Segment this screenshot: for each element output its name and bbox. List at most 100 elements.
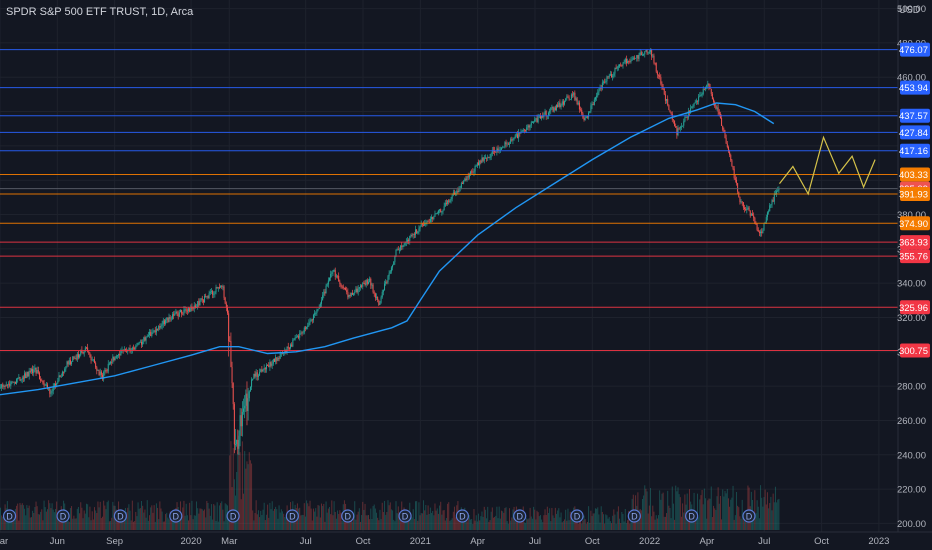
- candle-body: [311, 319, 313, 321]
- volume-bar: [664, 516, 666, 530]
- candle-body: [518, 132, 520, 139]
- candle-body: [442, 210, 444, 212]
- candle-body: [508, 143, 510, 145]
- candle-body: [403, 244, 405, 246]
- volume-bar: [705, 498, 707, 530]
- volume-bar: [467, 513, 469, 530]
- candle-body: [687, 111, 689, 118]
- candle-body: [480, 160, 482, 163]
- candle-body: [240, 415, 242, 427]
- candle-body: [186, 310, 188, 312]
- volume-bar: [449, 520, 451, 530]
- dividend-marker: [341, 509, 355, 523]
- volume-bar: [588, 506, 590, 530]
- volume-bar: [620, 523, 622, 530]
- dividend-marker: [226, 509, 240, 523]
- candle-body: [549, 110, 551, 113]
- volume-bar: [645, 488, 647, 530]
- volume-bar: [80, 502, 82, 530]
- candle-body: [682, 125, 684, 127]
- volume-bar: [639, 509, 641, 530]
- volume-bar: [149, 515, 151, 530]
- volume-bar: [531, 518, 533, 530]
- x-tick-label: Oct: [585, 536, 600, 547]
- volume-bar: [648, 505, 650, 530]
- candle-body: [364, 283, 366, 286]
- volume-bar: [402, 519, 404, 530]
- volume-bar: [687, 516, 689, 530]
- candle-body: [414, 229, 416, 235]
- dividend-marker-label: D: [516, 512, 523, 522]
- candle-body: [742, 202, 744, 208]
- volume-bar: [223, 521, 225, 530]
- volume-bar: [166, 512, 168, 530]
- candle-body: [324, 291, 326, 294]
- candle-body: [315, 313, 317, 314]
- candle-body: [235, 444, 237, 445]
- volume-bar: [659, 490, 661, 530]
- volume-bar: [346, 515, 348, 530]
- volume-bar: [325, 501, 327, 530]
- candle-body: [491, 150, 493, 154]
- volume-bar: [128, 504, 130, 530]
- volume-bar: [3, 517, 5, 530]
- candle-body: [439, 209, 441, 211]
- volume-bar: [670, 518, 672, 530]
- candle-body: [692, 105, 694, 107]
- candle-body: [44, 384, 46, 386]
- candle-body: [702, 88, 704, 94]
- candle-body: [246, 393, 248, 411]
- candle-body: [53, 383, 55, 387]
- volume-bar: [75, 518, 77, 530]
- candle-body: [316, 309, 318, 314]
- candle-body: [43, 383, 45, 386]
- volume-bar: [549, 508, 551, 530]
- candle-body: [734, 178, 736, 180]
- dividend-marker-label: D: [289, 512, 296, 522]
- volume-bar: [396, 513, 398, 530]
- candle-body: [621, 65, 623, 66]
- candle-body: [226, 307, 228, 314]
- dividend-marker-label: D: [631, 512, 638, 522]
- candle-body: [309, 321, 311, 323]
- volume-bar: [581, 523, 583, 530]
- candle-body: [215, 287, 217, 293]
- volume-bar: [441, 514, 443, 530]
- candle-body: [503, 146, 505, 148]
- candle-body: [12, 381, 14, 383]
- volume-bar: [361, 515, 363, 530]
- candle-body: [147, 335, 149, 336]
- candle-body: [272, 359, 274, 364]
- volume-bar: [38, 514, 40, 530]
- volume-bar: [307, 503, 309, 530]
- volume-bar: [158, 519, 160, 530]
- dividend-marker-label: D: [60, 512, 67, 522]
- dividend-marker: [513, 509, 527, 523]
- candle-body: [14, 382, 16, 384]
- volume-bar: [373, 504, 375, 530]
- candle-body: [256, 372, 258, 377]
- candle-body: [116, 355, 118, 357]
- volume-bar: [130, 520, 132, 530]
- volume-bar: [134, 521, 136, 530]
- candle-body: [153, 330, 155, 332]
- candle-body: [4, 386, 6, 387]
- volume-bar: [90, 520, 92, 530]
- candle-body: [739, 196, 741, 203]
- candle-body: [584, 118, 586, 121]
- volume-bar: [252, 510, 254, 530]
- volume-bar: [249, 460, 251, 530]
- dividend-marker-label: D: [459, 512, 466, 522]
- candle-body: [497, 148, 499, 151]
- volume-bar: [237, 443, 239, 530]
- candle-body: [557, 104, 559, 108]
- candle-body: [732, 166, 734, 169]
- candle-body: [505, 142, 507, 145]
- candle-body: [386, 281, 388, 283]
- candle-body: [418, 228, 420, 232]
- volume-bar: [694, 519, 696, 530]
- volume-bar: [99, 501, 101, 530]
- dividend-marker-label: D: [574, 512, 581, 522]
